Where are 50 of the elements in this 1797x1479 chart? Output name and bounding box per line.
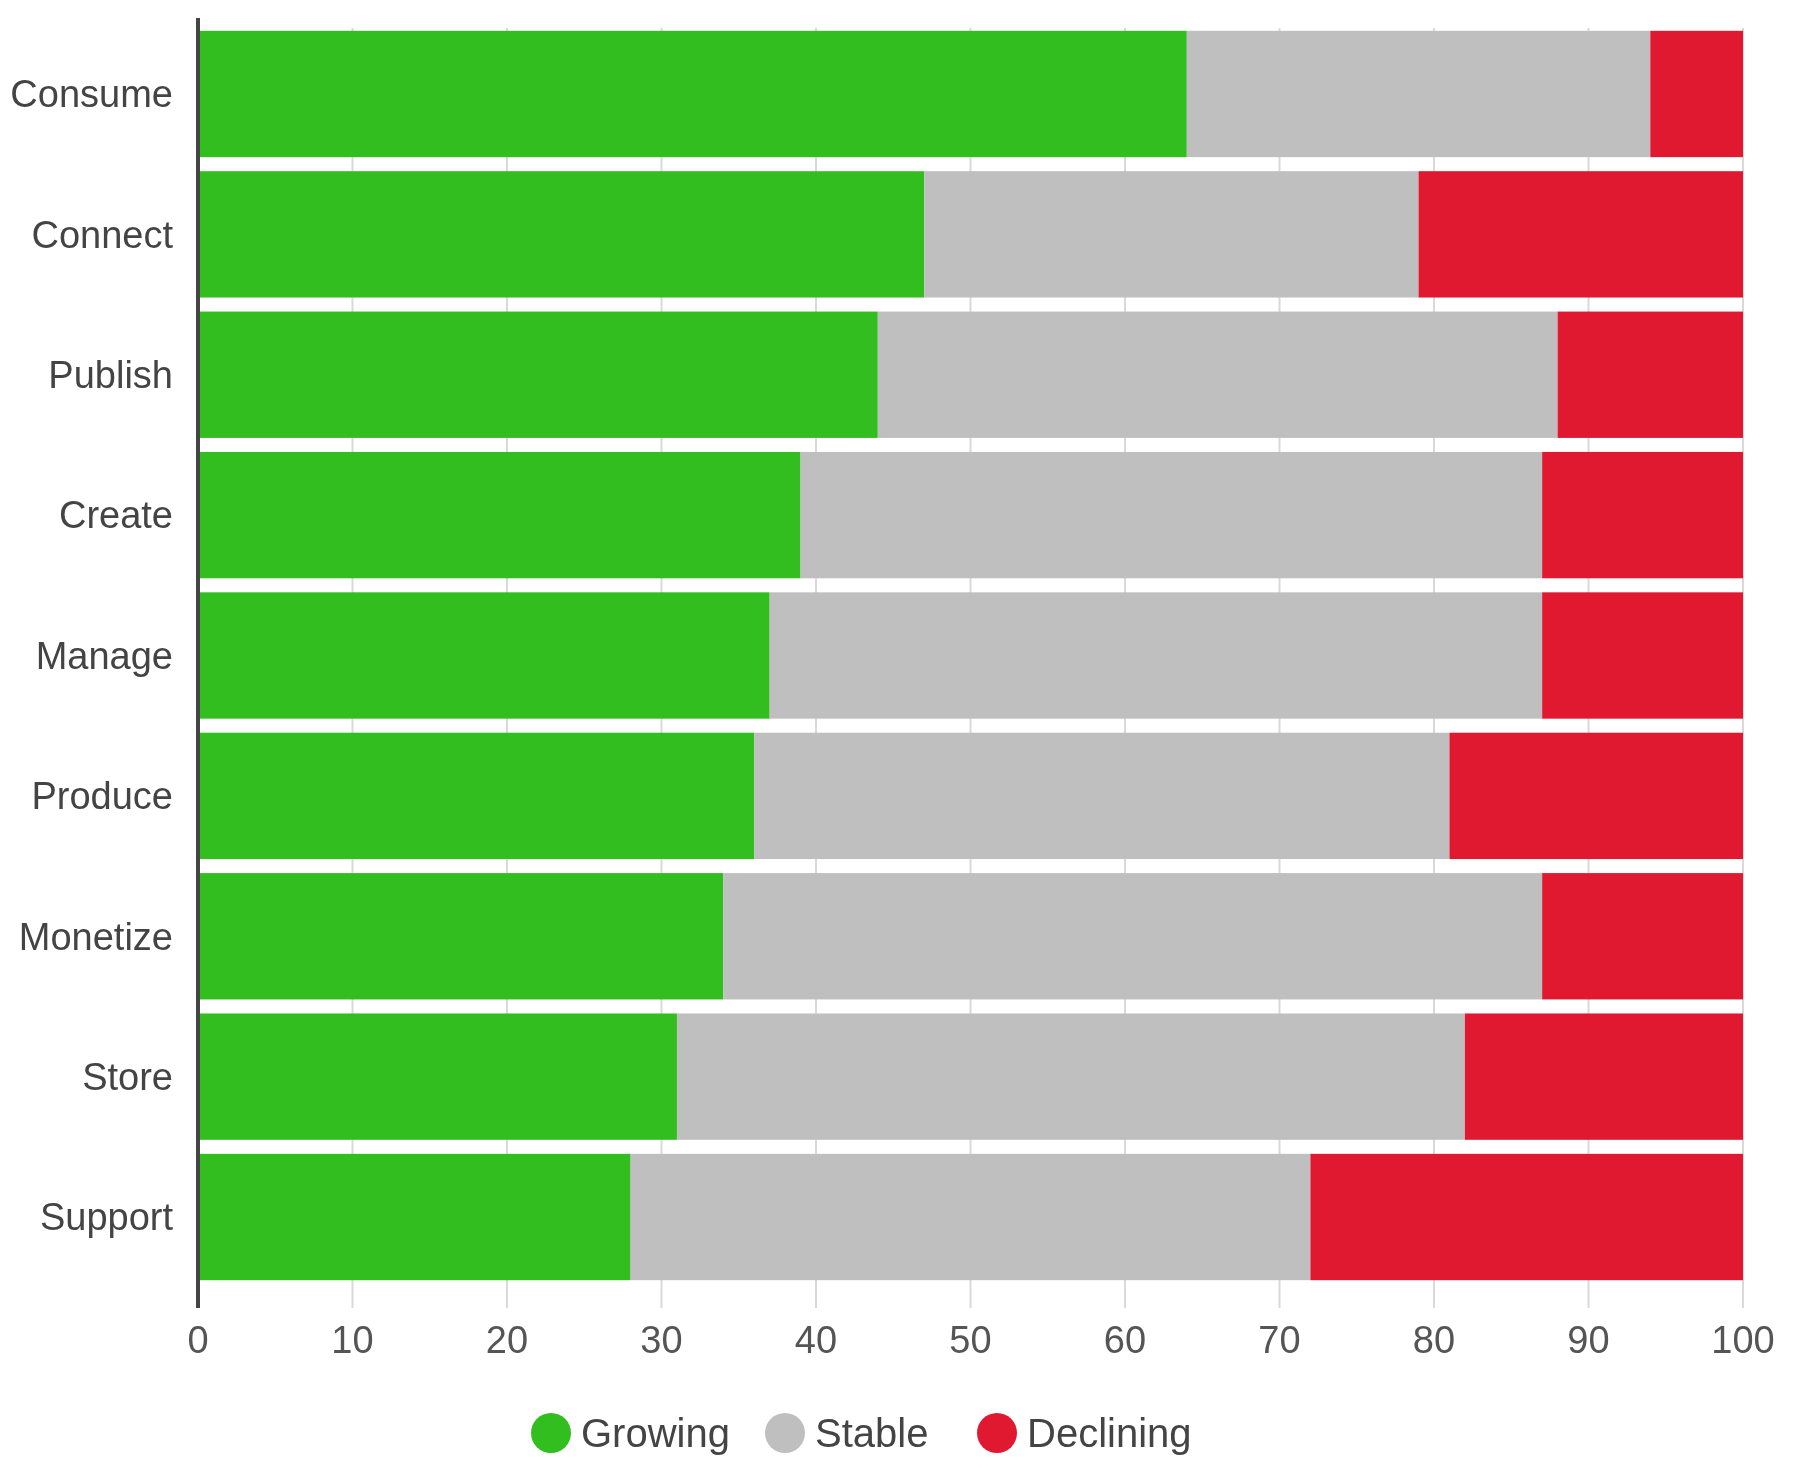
x-tick-label: 40 xyxy=(794,1319,838,1361)
bar xyxy=(1542,592,1743,719)
x-tick-label: 80 xyxy=(1412,1319,1456,1361)
x-tick-label: 50 xyxy=(949,1319,992,1361)
x-tick-label: 70 xyxy=(1258,1319,1301,1361)
y-tick-label: Connect xyxy=(31,213,174,256)
bar xyxy=(1186,30,1651,158)
bar xyxy=(676,1013,1465,1140)
bar xyxy=(754,732,1450,860)
bar xyxy=(630,1153,1311,1281)
x-tick-label: 20 xyxy=(485,1319,529,1361)
y-tick-label: Consume xyxy=(10,73,173,116)
bar xyxy=(198,592,770,719)
bar xyxy=(198,1153,631,1281)
y-tick-label: Store xyxy=(82,1055,173,1098)
y-tick-label: Create xyxy=(58,494,173,537)
bar xyxy=(198,451,801,579)
bar xyxy=(924,171,1419,298)
bar xyxy=(198,732,755,860)
y-tick-label: Support xyxy=(39,1196,174,1239)
bar xyxy=(198,311,878,438)
bar xyxy=(1542,873,1743,1000)
bar xyxy=(769,592,1543,719)
bar xyxy=(1464,1013,1743,1140)
bar xyxy=(1542,451,1743,579)
y-tick-label: Publish xyxy=(48,354,173,397)
bar xyxy=(1650,30,1743,158)
bar xyxy=(198,873,724,1000)
legend-label: Declining xyxy=(1027,1411,1192,1455)
y-tick-label: Manage xyxy=(35,634,173,677)
legend-label: Growing xyxy=(581,1411,730,1455)
x-tick-label: 10 xyxy=(331,1319,374,1361)
x-tick-label: 30 xyxy=(640,1319,683,1361)
bar xyxy=(1418,171,1743,298)
legend-label: Stable xyxy=(815,1411,929,1455)
bar xyxy=(198,1013,677,1140)
x-tick-label: 0 xyxy=(187,1319,209,1361)
bar xyxy=(1310,1153,1743,1281)
bar xyxy=(198,171,925,298)
bar xyxy=(1449,732,1743,860)
y-tick-label: Monetize xyxy=(18,915,173,958)
x-tick-label: 90 xyxy=(1567,1319,1610,1361)
y-tick-label: Produce xyxy=(31,775,173,818)
bar xyxy=(1557,311,1743,438)
bar xyxy=(723,873,1543,1000)
bar xyxy=(800,451,1543,579)
bar xyxy=(198,30,1187,158)
x-tick-label: 100 xyxy=(1711,1319,1775,1361)
x-tick-label: 60 xyxy=(1103,1319,1147,1361)
bar xyxy=(877,311,1558,438)
